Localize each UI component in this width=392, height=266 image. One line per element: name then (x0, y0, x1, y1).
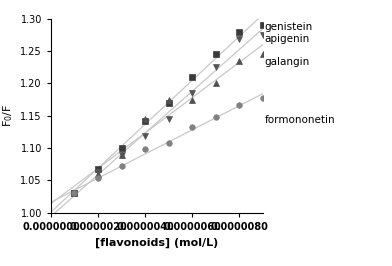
Text: apigenin: apigenin (265, 34, 310, 44)
Text: formononetin: formononetin (265, 115, 336, 124)
X-axis label: [flavonoids] (mol/L): [flavonoids] (mol/L) (95, 237, 218, 248)
Text: genistein: genistein (265, 22, 313, 32)
Text: galangin: galangin (265, 57, 310, 67)
Y-axis label: F$_0$/F: F$_0$/F (1, 104, 15, 127)
